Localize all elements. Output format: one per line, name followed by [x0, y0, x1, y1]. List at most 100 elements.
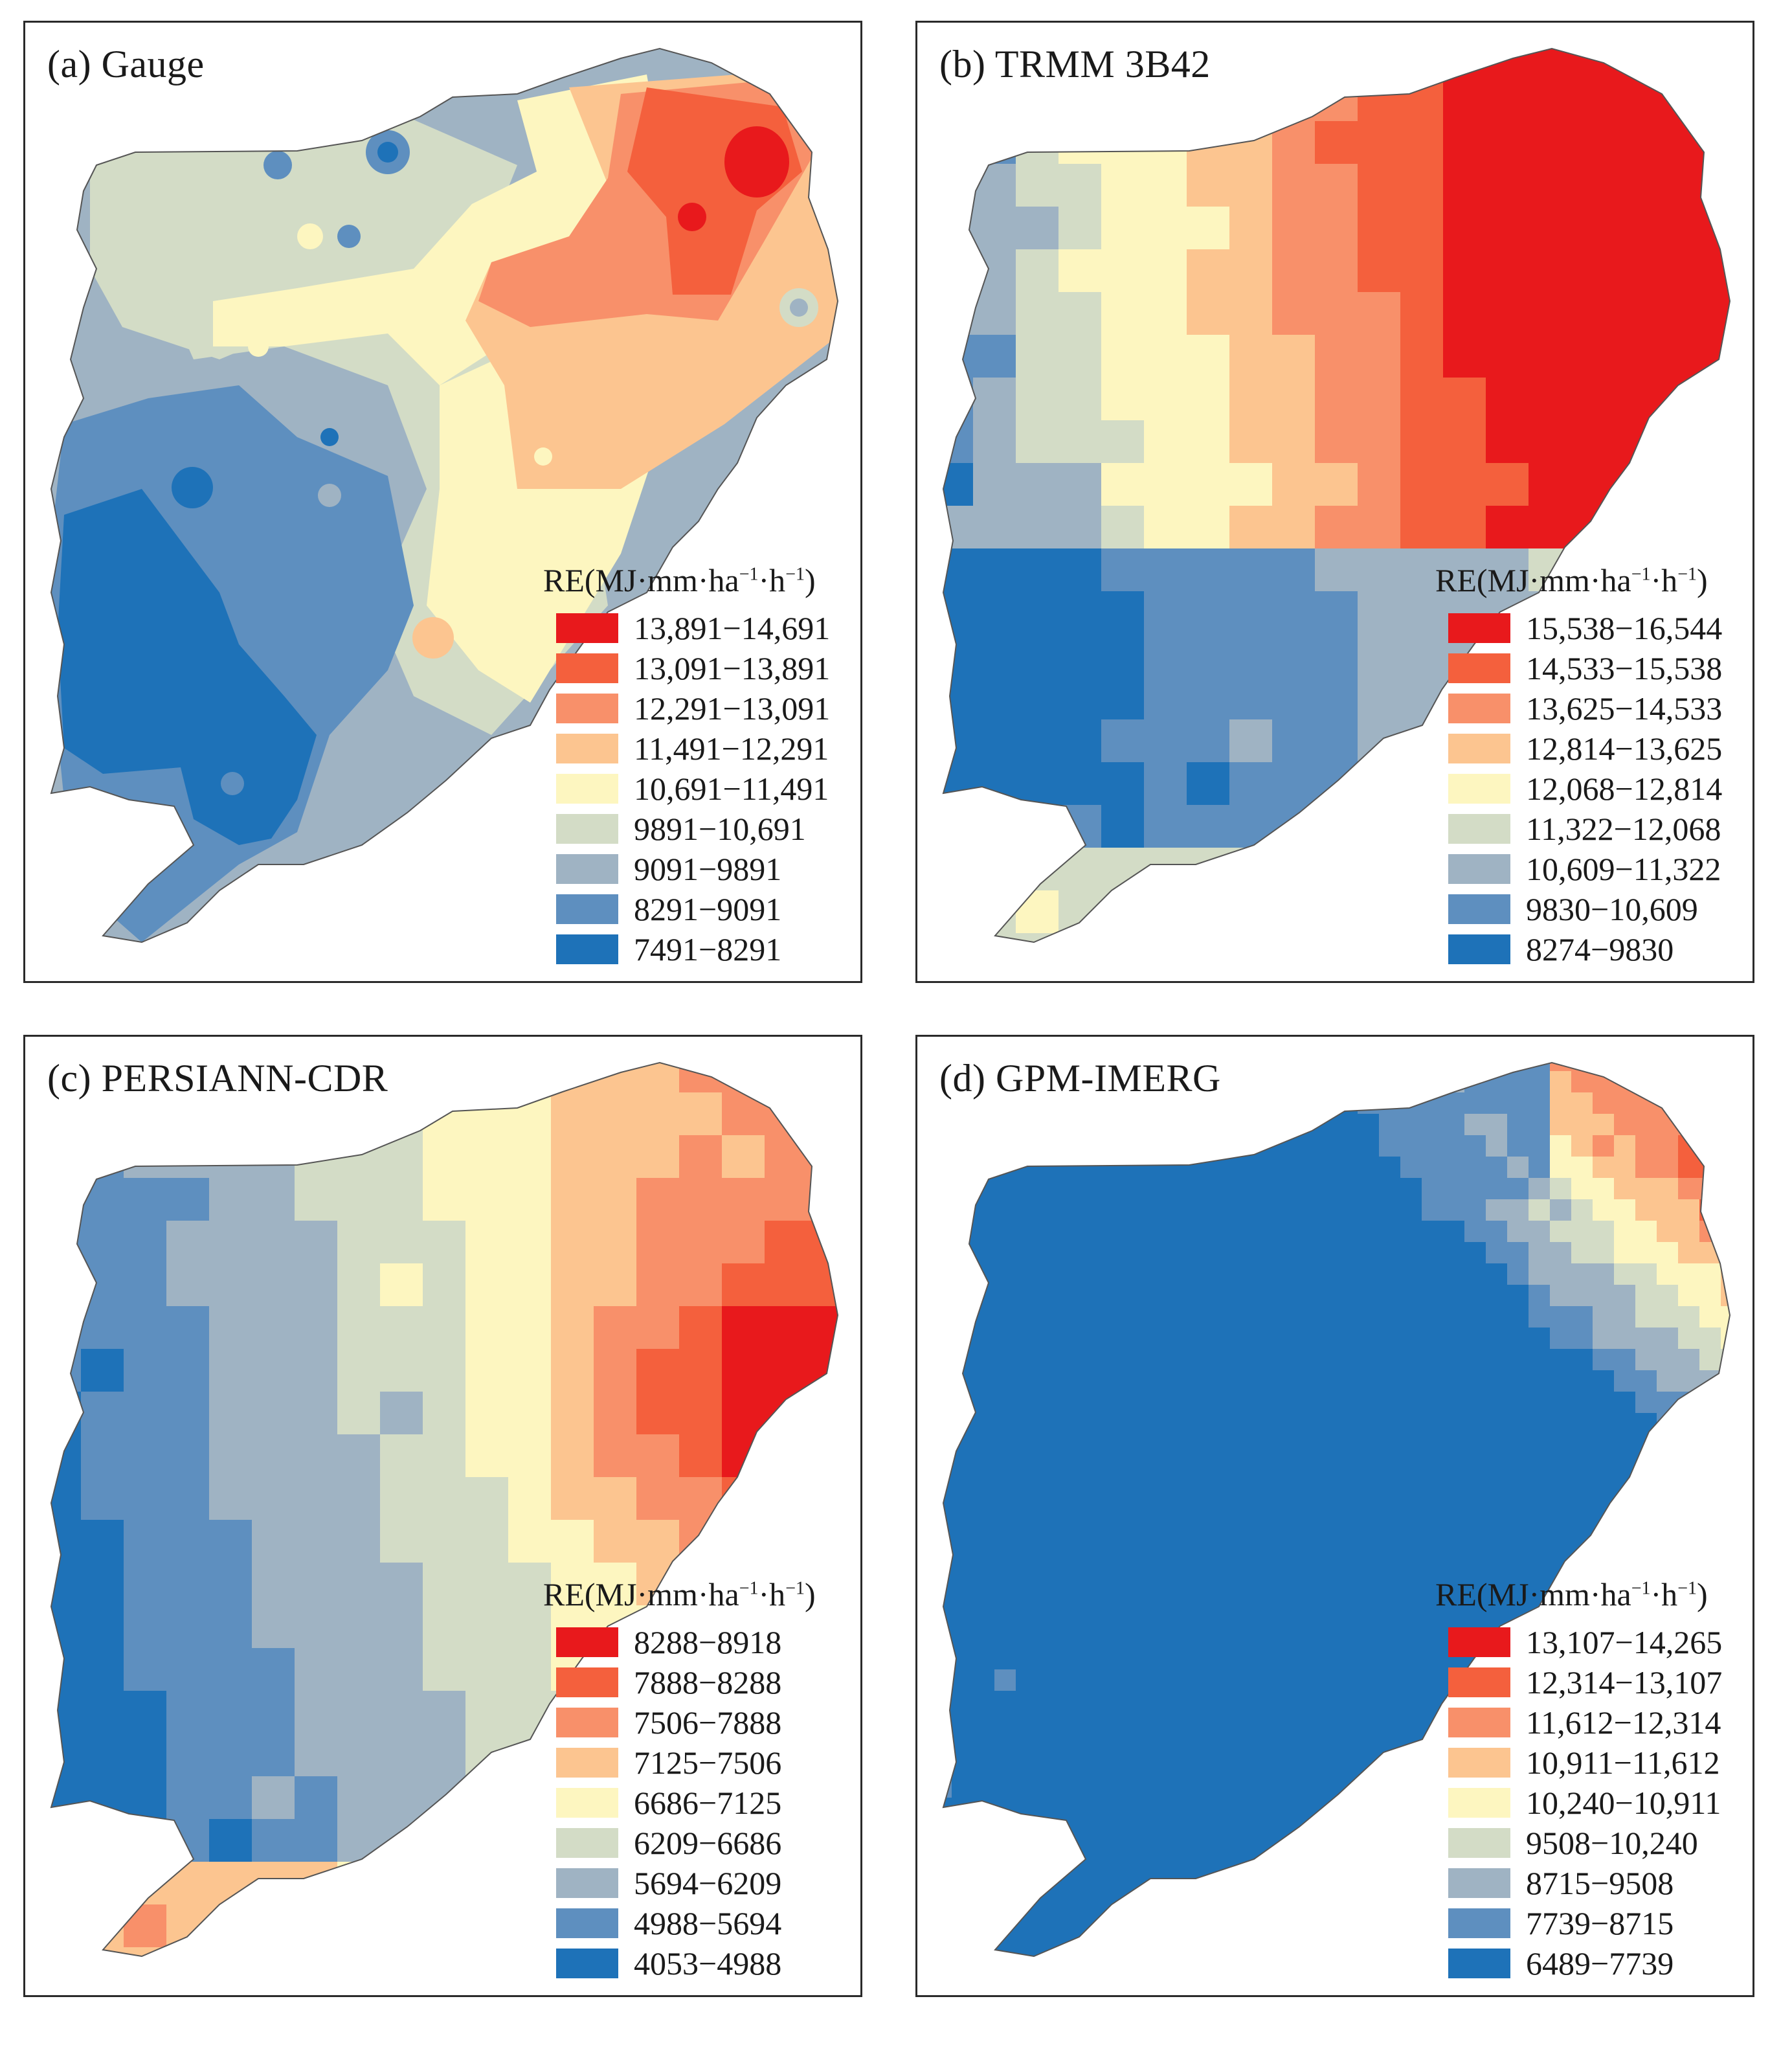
grid-cell	[1315, 1541, 1337, 1563]
grid-cell	[337, 1306, 381, 1350]
grid-cell	[1379, 1263, 1401, 1285]
grid-cell	[1571, 1178, 1593, 1200]
grid-cell	[551, 1477, 594, 1520]
grid-cell	[1336, 1477, 1358, 1499]
grid-cell	[1144, 1434, 1166, 1456]
grid-cell	[973, 548, 1016, 592]
grid-cell	[1123, 1883, 1145, 1905]
grid-cell	[679, 1135, 722, 1179]
legend-swatch	[1448, 1949, 1510, 1978]
grid-cell	[1037, 1755, 1059, 1777]
grid-cell	[1379, 1734, 1401, 1756]
grid-cell	[973, 1498, 995, 1520]
grid-cell	[1422, 1063, 1444, 1072]
grid-cell	[973, 1755, 995, 1777]
grid-cell	[636, 1392, 680, 1435]
grid-cell	[1101, 1092, 1123, 1114]
grid-cell	[1358, 1242, 1380, 1264]
grid-cell	[1315, 591, 1358, 635]
grid-cell	[1571, 1328, 1593, 1350]
grid-cell	[1614, 1114, 1636, 1136]
grid-cell	[1315, 249, 1358, 293]
grid-cell	[1400, 1328, 1422, 1350]
grid-cell	[252, 1477, 295, 1520]
grid-cell	[1443, 1285, 1465, 1307]
grid-cell	[1721, 1498, 1730, 1520]
grid-cell	[943, 805, 974, 848]
grid-cell	[1657, 1263, 1679, 1285]
grid-cell	[465, 1691, 509, 1734]
grid-cell	[1422, 1498, 1444, 1520]
grid-cell	[943, 1178, 952, 1200]
grid-cell	[1571, 1306, 1593, 1328]
grid-cell	[1123, 1926, 1145, 1948]
grid-cell	[1187, 1605, 1209, 1627]
grid-cell	[1550, 1434, 1572, 1456]
grid-cell	[1123, 1755, 1145, 1777]
grid-cell	[1016, 1947, 1038, 1956]
grid-cell	[1400, 1648, 1422, 1670]
grid-cell	[765, 1349, 808, 1392]
grid-cell	[1593, 1392, 1615, 1414]
grid-cell	[973, 49, 1016, 79]
grid-cell	[594, 1135, 637, 1179]
grid-cell	[1080, 1092, 1102, 1114]
grid-cell	[1251, 1328, 1273, 1350]
grid-cell	[1614, 463, 1657, 506]
grid-cell	[1208, 1071, 1230, 1093]
grid-cell	[1101, 1563, 1123, 1585]
grid-cell	[952, 1114, 974, 1136]
grid-cell	[1699, 1456, 1721, 1478]
grid-cell	[1294, 1862, 1316, 1884]
grid-cell	[551, 1392, 594, 1435]
grid-cell	[1422, 1071, 1444, 1093]
grid-cell	[1443, 78, 1486, 122]
grid-cell	[337, 1947, 381, 1956]
grid-cell	[1443, 1063, 1465, 1072]
grid-cell	[1144, 1477, 1166, 1499]
grid-cell	[1187, 1285, 1209, 1307]
grid-cell	[1486, 1370, 1508, 1392]
grid-cell	[1379, 1178, 1401, 1200]
grid-cell	[1229, 677, 1273, 720]
grid-cell	[1016, 548, 1059, 592]
grid-cell	[1742, 1071, 1753, 1093]
grid-cell	[994, 1434, 1016, 1456]
grid-cell	[1058, 634, 1102, 677]
grid-cell	[209, 1904, 252, 1948]
grid-cell	[1101, 1392, 1123, 1414]
grid-cell	[994, 1413, 1016, 1435]
grid-cell	[1272, 1819, 1294, 1841]
grid-cell	[1229, 1114, 1251, 1136]
grid-cell	[807, 1135, 838, 1179]
grid-cell	[1229, 1776, 1251, 1798]
grid-cell	[1123, 1063, 1145, 1072]
grid-cell	[124, 1734, 167, 1777]
grid-cell	[1080, 1071, 1102, 1093]
legend-item: 12,291−13,091	[543, 688, 854, 729]
grid-cell	[1037, 1370, 1059, 1392]
grid-cell	[51, 1819, 82, 1862]
grid-cell	[551, 1092, 594, 1136]
grid-cell	[81, 1263, 124, 1307]
legend-swatch	[1448, 1708, 1510, 1737]
grid-cell	[636, 1306, 680, 1350]
grid-cell	[1016, 1306, 1038, 1328]
grid-cell	[1187, 1221, 1209, 1243]
grid-cell	[1678, 1178, 1700, 1200]
grid-cell	[1443, 1178, 1465, 1200]
grid-cell	[1144, 762, 1187, 806]
legend-swatch	[1448, 1748, 1510, 1778]
grid-cell	[973, 1349, 995, 1371]
grid-cell	[1101, 1776, 1123, 1798]
map-legend: RE(MJ·mm·ha−1·h−1) 13,107−14,265 12,314−…	[1435, 1576, 1746, 1983]
grid-cell	[994, 1541, 1016, 1563]
grid-cell	[1058, 1157, 1081, 1179]
grid-cell	[1165, 1498, 1187, 1520]
grid-cell	[1550, 1349, 1572, 1371]
grid-cell	[1123, 1969, 1145, 1991]
grid-cell	[1550, 1114, 1572, 1136]
legend-swatch	[1448, 1868, 1510, 1898]
grid-cell	[1742, 1199, 1753, 1221]
grid-cell	[1229, 1413, 1251, 1435]
